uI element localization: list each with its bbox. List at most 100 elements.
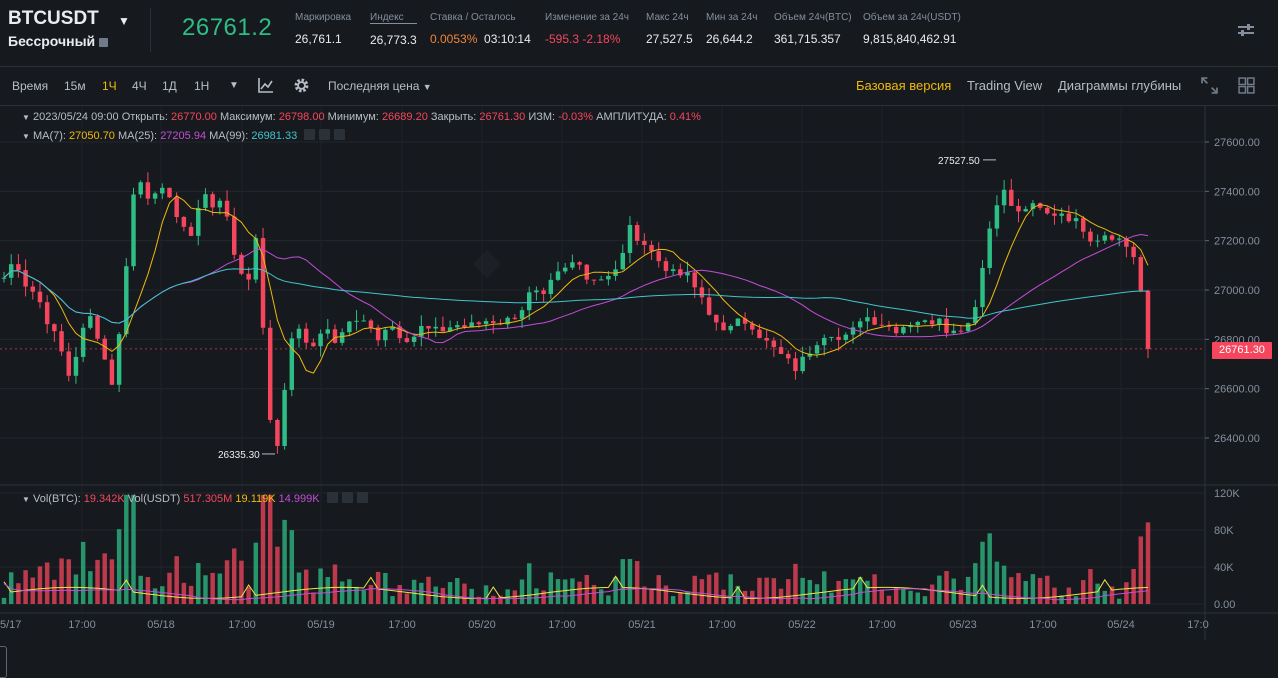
candle-body	[987, 228, 992, 268]
sliders-icon[interactable]	[1236, 20, 1256, 40]
candle-body	[555, 271, 561, 280]
time-tick-label: 17:00	[708, 619, 736, 631]
candle-body	[411, 336, 417, 342]
ma25-line	[3, 233, 1149, 344]
collapse-caret-icon[interactable]: ▼	[22, 113, 30, 122]
candle-body	[196, 207, 201, 236]
line-chart-icon[interactable]	[258, 77, 274, 93]
candle-body	[843, 334, 849, 340]
collapse-caret-icon[interactable]: ▼	[22, 495, 30, 504]
grid-icon[interactable]	[1238, 77, 1255, 94]
volume-bar	[59, 558, 64, 604]
close-icon[interactable]	[334, 129, 346, 140]
candle-body	[757, 329, 762, 338]
expand-icon[interactable]	[1201, 77, 1218, 94]
volume-bar	[462, 583, 467, 604]
candlestick-chart[interactable]: 27600.0027400.0027200.0027000.0026800.00…	[0, 106, 1278, 640]
volume-bar	[339, 581, 345, 604]
volume-ma1-line	[3, 575, 1149, 599]
candle-body	[152, 193, 158, 199]
funding-rate-value: 0.0053%	[430, 32, 478, 46]
candle-body	[1052, 213, 1057, 216]
volume-bar	[850, 579, 856, 604]
volume-bar	[1073, 596, 1079, 604]
candle-body	[872, 317, 877, 325]
candle-body	[1073, 218, 1079, 222]
volume-bar	[440, 587, 446, 604]
stat-funding-rate[interactable]: Ставка / Осталось 0.0053% 03:10:14	[430, 12, 531, 46]
candle-body	[714, 314, 719, 323]
time-tick-label: 05/20	[468, 619, 496, 631]
symbol-title[interactable]: BTCUSDT	[8, 8, 99, 29]
drawing-panel-handle[interactable]	[0, 646, 7, 678]
volume-bar	[994, 561, 1000, 604]
interval-1h[interactable]: 1Ч	[102, 79, 117, 93]
stat-volume-usdt: Объем за 24ч(USDT) 9,815,840,462.91	[863, 12, 961, 46]
stat-index-price[interactable]: Индекс 26,773.3	[370, 12, 417, 47]
volume-bar	[390, 596, 395, 604]
volume-bar	[311, 592, 316, 604]
candle-body	[469, 322, 474, 328]
volume-bar	[764, 577, 769, 604]
candle-body	[570, 262, 575, 268]
candle-body	[16, 264, 21, 271]
candle-body	[455, 325, 460, 328]
candle-body	[627, 225, 633, 253]
volume-bar	[786, 579, 791, 604]
settings-icon[interactable]	[319, 129, 331, 140]
volume-bar	[476, 596, 482, 604]
volume-bar	[491, 595, 496, 604]
volume-bar	[699, 579, 705, 604]
candle-body	[1131, 246, 1136, 258]
volume-bar	[937, 575, 942, 604]
interval-1w[interactable]: 1Н	[194, 79, 210, 93]
candle-body	[347, 321, 352, 333]
candle-body	[1009, 189, 1014, 206]
settings-icon[interactable]	[341, 492, 353, 503]
volume-legend: ▼ Vol(BTC): 19.342K Vol(USDT) 517.305M 1…	[22, 492, 368, 505]
candle-body	[318, 333, 323, 347]
candle-body	[958, 330, 964, 332]
close-icon[interactable]	[356, 492, 368, 503]
gear-icon[interactable]	[293, 77, 310, 94]
view-depth-chart[interactable]: Диаграммы глубины	[1058, 78, 1182, 93]
candle-body	[649, 244, 654, 252]
view-basic[interactable]: Базовая версия	[856, 78, 952, 93]
volume-bar	[735, 585, 741, 604]
candle-body	[577, 262, 582, 265]
candle-body	[663, 261, 669, 272]
volume-bar	[397, 584, 402, 604]
price-type-select[interactable]: Последняя цена ▼	[328, 79, 432, 93]
candle-body	[865, 317, 870, 322]
interval-4h[interactable]: 4Ч	[132, 79, 147, 93]
volume-bar	[562, 579, 568, 604]
candle-body	[893, 326, 899, 334]
candle-body	[973, 307, 978, 324]
candle-body	[491, 321, 496, 324]
candle-body	[116, 334, 122, 385]
interval-15m[interactable]: 15м	[64, 79, 86, 93]
eye-icon[interactable]	[326, 492, 338, 503]
volume-bar	[368, 584, 374, 604]
candle-body	[548, 279, 554, 294]
volume-bar	[519, 579, 525, 604]
candle-body	[239, 254, 244, 274]
candle-body	[232, 216, 237, 255]
collapse-caret-icon[interactable]: ▼	[22, 132, 30, 141]
time-tick-label: 17:00	[68, 619, 96, 631]
volume-bar	[915, 592, 920, 604]
volume-bar	[217, 573, 223, 604]
candle-body	[397, 326, 402, 339]
interval-1d[interactable]: 1Д	[162, 79, 177, 93]
volume-bar	[757, 577, 762, 604]
view-trading-view[interactable]: Trading View	[967, 78, 1043, 93]
volume-bar	[1095, 583, 1100, 604]
volume-bar	[296, 572, 302, 604]
candle-body	[505, 317, 510, 325]
more-intervals-caret-icon[interactable]: ▼	[229, 80, 239, 91]
eye-icon[interactable]	[304, 129, 316, 140]
price-chart-area[interactable]: 27600.00 27400.00 27200.00 27000.00 26800.00…	[0, 106, 1278, 678]
caret-down-icon[interactable]: ▼	[118, 14, 130, 28]
volume-bar	[771, 578, 777, 604]
candle-body	[512, 317, 518, 319]
